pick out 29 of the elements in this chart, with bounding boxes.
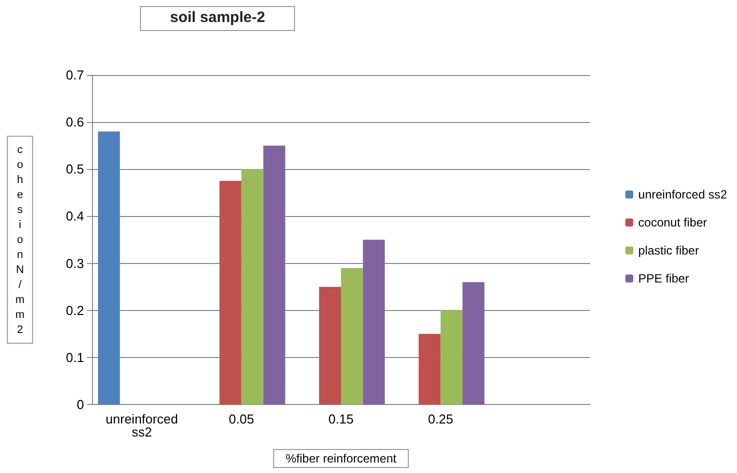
y-tick-label: 0.6 bbox=[66, 114, 84, 130]
legend-label: plastic fiber bbox=[638, 244, 699, 258]
y-tick-label: 0.3 bbox=[66, 256, 84, 271]
bar bbox=[341, 268, 363, 404]
x-tick-label: 0.05 bbox=[228, 412, 254, 426]
x-axis-title: %fiber reinforcement bbox=[286, 452, 398, 466]
bar bbox=[362, 240, 385, 404]
bar bbox=[241, 169, 264, 404]
chart-title: soil sample-2 bbox=[170, 9, 266, 26]
bar bbox=[219, 180, 242, 404]
y-tick-label: 0.7 bbox=[66, 68, 84, 82]
x-tick-label: unreinforced ss2 bbox=[106, 412, 178, 440]
y-tick-label: 0.2 bbox=[66, 302, 84, 318]
y-tick-label: 0.5 bbox=[66, 162, 84, 177]
legend-label: unreinforced ss2 bbox=[638, 188, 728, 202]
bar bbox=[462, 282, 484, 404]
bar bbox=[319, 286, 341, 404]
legend-label: coconut fiber bbox=[638, 216, 707, 230]
bar bbox=[418, 334, 441, 404]
x-tick-label: 0.15 bbox=[328, 412, 354, 426]
y-tick-label: 0.4 bbox=[66, 208, 84, 224]
bar bbox=[440, 310, 463, 404]
legend-label: PPE fiber bbox=[638, 272, 689, 286]
x-tick-label: 0.25 bbox=[428, 412, 454, 426]
text: cohesion N/mm2 bbox=[15, 144, 25, 336]
bar bbox=[263, 146, 286, 404]
y-tick-label: 0 bbox=[76, 397, 84, 412]
y-tick-label: 0.1 bbox=[66, 350, 84, 365]
bar bbox=[98, 131, 120, 404]
